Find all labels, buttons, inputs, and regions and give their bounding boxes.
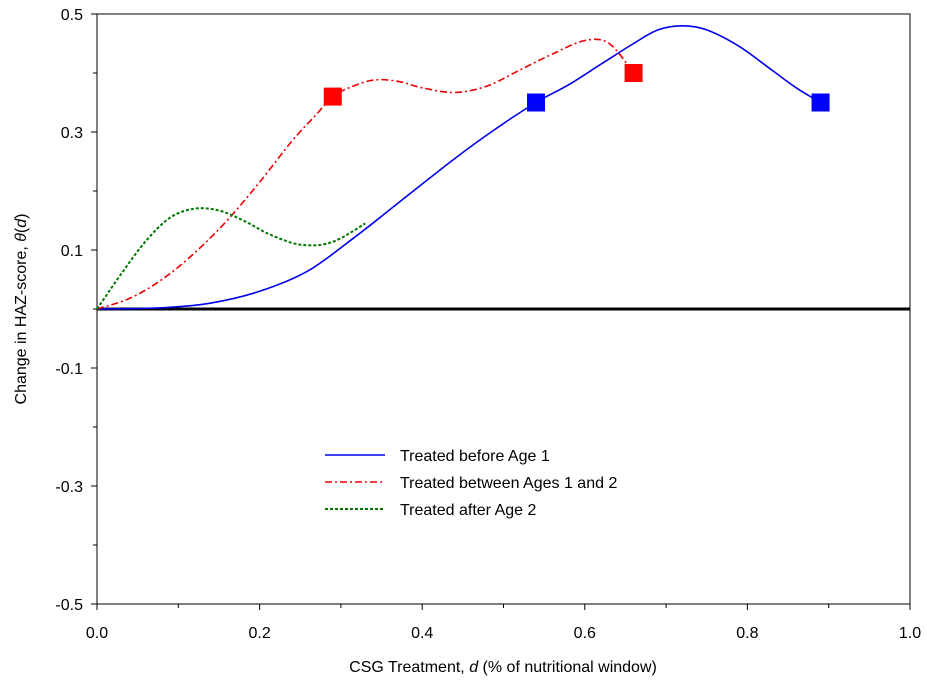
y-axis-label-theta: θ	[13, 233, 30, 242]
marker-before-age-1	[811, 93, 830, 112]
series-lines	[96, 24, 822, 310]
legend-label-after-age-2: Treated after Age 2	[400, 502, 536, 519]
legend-label-between-ages-1-and-2: Treated between Ages 1 and 2	[400, 475, 617, 492]
marker-between-ages-1-and-2	[624, 64, 643, 82]
series-markers	[323, 64, 830, 112]
series-line-after-age-2	[96, 207, 366, 310]
y-tick-label: -0.5	[55, 597, 83, 614]
tick-labels: 0.0 0.2 0.4 0.6 0.8 1.0 0.5 0.3 0.1 -0.1 -0.3 -0.5	[55, 7, 921, 642]
legend-label-before-age-1: Treated before Age 1	[400, 448, 550, 465]
x-tick-label: 0.4	[411, 625, 433, 642]
x-axis-label-variable: d	[469, 659, 479, 676]
x-tick-label: 0.6	[574, 625, 596, 642]
y-axis-label-paren-open: (	[13, 227, 30, 233]
x-tick-label: 0.0	[86, 625, 108, 642]
y-tick-label: 0.3	[61, 125, 83, 142]
y-axis-label-variable: d	[13, 218, 30, 228]
x-tick-label: 0.2	[248, 625, 270, 642]
y-tick-label: -0.3	[55, 479, 83, 496]
x-axis-label-part-1: CSG Treatment,	[349, 659, 469, 676]
y-tick-label: -0.1	[55, 361, 83, 378]
x-axis-label: CSG Treatment, d (% of nutritional windo…	[349, 659, 657, 676]
x-axis-label-part-3: (% of nutritional window)	[478, 659, 657, 676]
x-tick-label: 0.8	[736, 625, 758, 642]
x-tick-label: 1.0	[899, 625, 921, 642]
y-tick-label: 0.1	[61, 243, 83, 260]
axis-ticks	[91, 13, 911, 610]
series-line-between-ages-1-and-2	[96, 38, 635, 310]
legend: Treated before Age 1 Treated between Age…	[325, 448, 617, 519]
series-line-before-age-1	[96, 24, 822, 310]
marker-between-ages-1-and-2	[323, 87, 342, 106]
y-axis-label: Change in HAZ-score, θ(d)	[13, 214, 30, 405]
y-tick-label: 0.5	[61, 7, 83, 24]
marker-before-age-1	[527, 93, 546, 112]
y-axis-label-paren-close: )	[13, 214, 30, 219]
y-axis-label-part-1: Change in HAZ-score,	[13, 242, 30, 405]
